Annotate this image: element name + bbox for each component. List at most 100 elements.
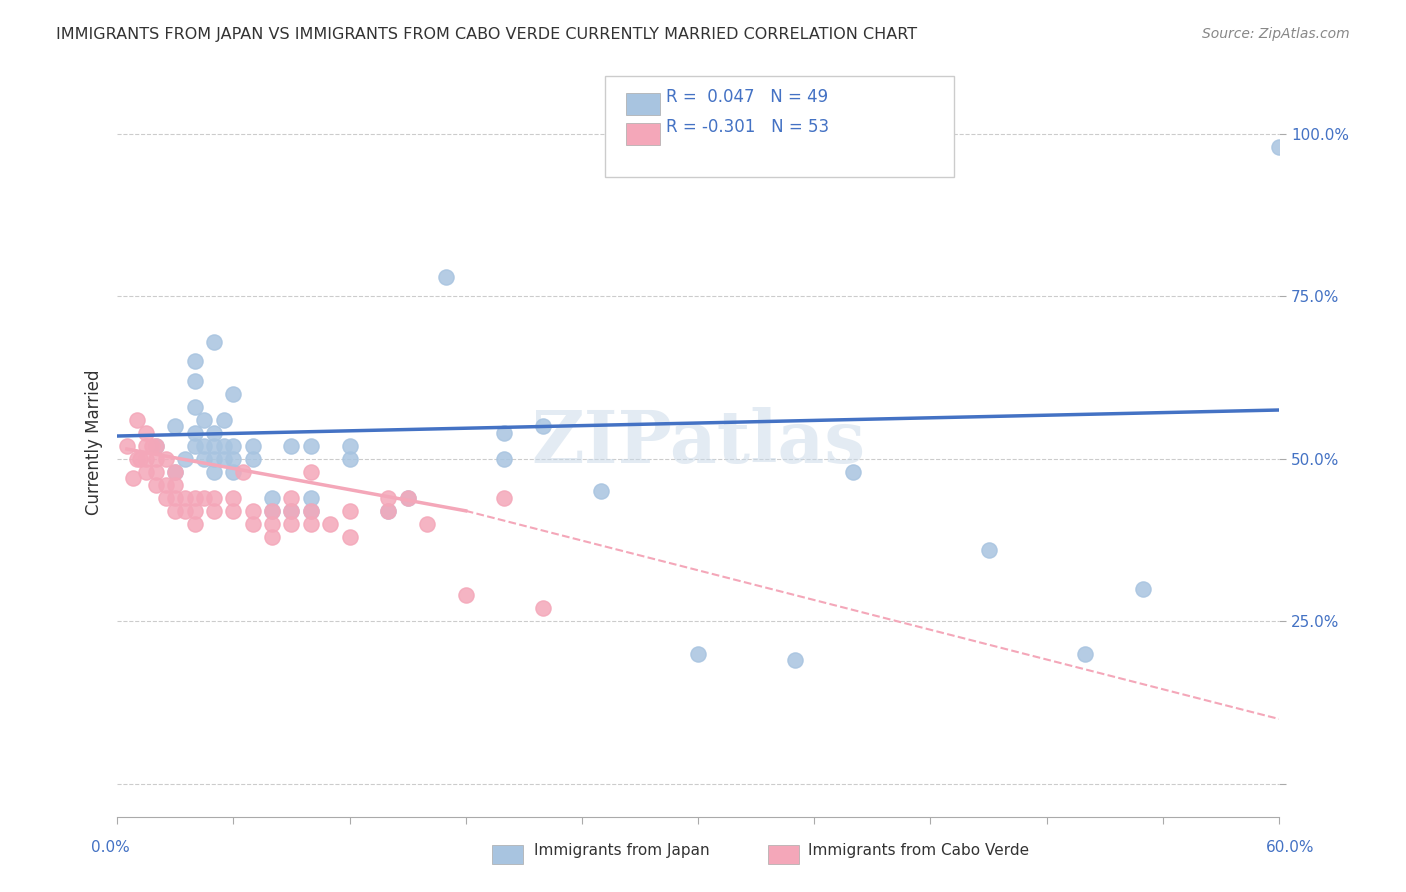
Point bbox=[591, 484, 613, 499]
Text: R = -0.301   N = 53: R = -0.301 N = 53 bbox=[665, 118, 828, 136]
Point bbox=[125, 413, 148, 427]
Point bbox=[299, 504, 322, 518]
Point bbox=[135, 439, 157, 453]
Point bbox=[145, 451, 167, 466]
Point bbox=[165, 478, 187, 492]
Point bbox=[202, 465, 225, 479]
Point bbox=[165, 465, 187, 479]
Point bbox=[299, 516, 322, 531]
Point bbox=[145, 465, 167, 479]
Point bbox=[262, 516, 284, 531]
Point bbox=[242, 451, 264, 466]
Y-axis label: Currently Married: Currently Married bbox=[86, 370, 103, 516]
Text: Immigrants from Cabo Verde: Immigrants from Cabo Verde bbox=[808, 843, 1029, 857]
Point bbox=[165, 491, 187, 505]
Point bbox=[202, 451, 225, 466]
Text: ZIPatlas: ZIPatlas bbox=[531, 407, 865, 478]
Point bbox=[155, 478, 177, 492]
Point bbox=[1132, 582, 1154, 596]
Point bbox=[1268, 139, 1291, 153]
Point bbox=[494, 425, 516, 440]
Point bbox=[262, 504, 284, 518]
Text: Immigrants from Japan: Immigrants from Japan bbox=[534, 843, 710, 857]
Point bbox=[125, 451, 148, 466]
Point bbox=[242, 504, 264, 518]
Point bbox=[193, 451, 215, 466]
Point bbox=[280, 504, 302, 518]
Point bbox=[688, 647, 710, 661]
Text: 60.0%: 60.0% bbox=[1267, 840, 1315, 855]
Point bbox=[174, 451, 197, 466]
Point bbox=[280, 504, 302, 518]
Point bbox=[202, 491, 225, 505]
Point bbox=[222, 491, 245, 505]
Point bbox=[242, 516, 264, 531]
Point bbox=[339, 530, 361, 544]
Point bbox=[212, 413, 235, 427]
Point bbox=[202, 439, 225, 453]
Point bbox=[299, 504, 322, 518]
Point bbox=[145, 439, 167, 453]
Point bbox=[299, 465, 322, 479]
Point bbox=[434, 269, 457, 284]
Point bbox=[299, 491, 322, 505]
Point bbox=[262, 504, 284, 518]
Point bbox=[232, 465, 254, 479]
Point bbox=[135, 465, 157, 479]
Point bbox=[202, 504, 225, 518]
Point bbox=[155, 451, 177, 466]
Point bbox=[319, 516, 342, 531]
Point bbox=[242, 439, 264, 453]
Point bbox=[202, 425, 225, 440]
Point bbox=[135, 451, 157, 466]
Point bbox=[339, 439, 361, 453]
Text: R =  0.047   N = 49: R = 0.047 N = 49 bbox=[665, 88, 828, 106]
Point bbox=[183, 374, 205, 388]
Point bbox=[183, 516, 205, 531]
Point bbox=[193, 491, 215, 505]
Point bbox=[262, 530, 284, 544]
FancyBboxPatch shape bbox=[626, 123, 659, 145]
Point bbox=[280, 439, 302, 453]
Point bbox=[165, 504, 187, 518]
Point bbox=[783, 653, 806, 667]
Point bbox=[165, 465, 187, 479]
FancyBboxPatch shape bbox=[626, 93, 659, 115]
Point bbox=[183, 491, 205, 505]
Point bbox=[183, 425, 205, 440]
Point bbox=[280, 491, 302, 505]
Point bbox=[842, 465, 865, 479]
Text: Source: ZipAtlas.com: Source: ZipAtlas.com bbox=[1202, 27, 1350, 41]
Point bbox=[155, 491, 177, 505]
Text: IMMIGRANTS FROM JAPAN VS IMMIGRANTS FROM CABO VERDE CURRENTLY MARRIED CORRELATIO: IMMIGRANTS FROM JAPAN VS IMMIGRANTS FROM… bbox=[56, 27, 917, 42]
Point bbox=[145, 439, 167, 453]
Point bbox=[222, 504, 245, 518]
Point bbox=[222, 439, 245, 453]
Point bbox=[115, 439, 138, 453]
Point bbox=[183, 354, 205, 368]
Text: 0.0%: 0.0% bbox=[91, 840, 131, 855]
Point bbox=[299, 439, 322, 453]
Point bbox=[396, 491, 419, 505]
Point bbox=[222, 451, 245, 466]
Point bbox=[454, 588, 477, 602]
Point bbox=[174, 504, 197, 518]
Point bbox=[212, 451, 235, 466]
Point bbox=[183, 400, 205, 414]
Point bbox=[129, 451, 152, 466]
Point bbox=[280, 516, 302, 531]
Point bbox=[262, 491, 284, 505]
Point bbox=[977, 542, 1000, 557]
Point bbox=[416, 516, 439, 531]
Point bbox=[531, 601, 554, 615]
Point bbox=[494, 451, 516, 466]
Point bbox=[396, 491, 419, 505]
Point bbox=[222, 386, 245, 401]
Point bbox=[377, 504, 399, 518]
Point bbox=[121, 471, 143, 485]
Point bbox=[193, 439, 215, 453]
Point bbox=[377, 504, 399, 518]
Point bbox=[183, 504, 205, 518]
Point bbox=[212, 439, 235, 453]
Point bbox=[193, 413, 215, 427]
